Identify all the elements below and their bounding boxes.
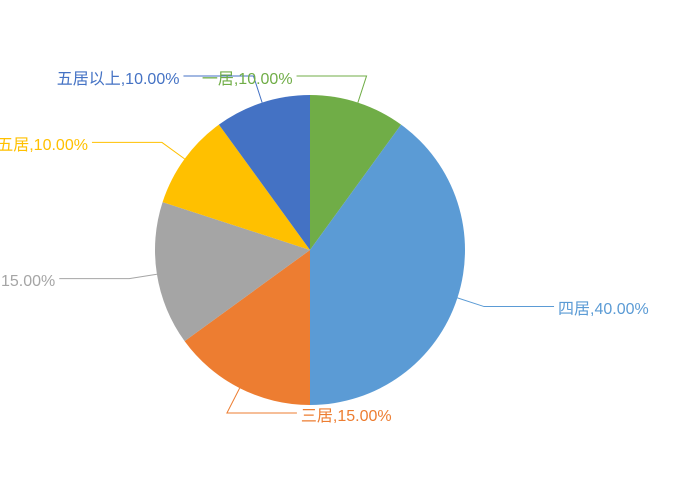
leader-line [457, 298, 554, 307]
leader-line [183, 76, 262, 103]
pie-chart: 一居,10.00%四居,40.00%三居,15.00%两居,15.00%五居,1… [0, 0, 700, 500]
leader-line [92, 142, 185, 158]
pie-svg [0, 0, 700, 500]
leader-line [59, 274, 157, 278]
